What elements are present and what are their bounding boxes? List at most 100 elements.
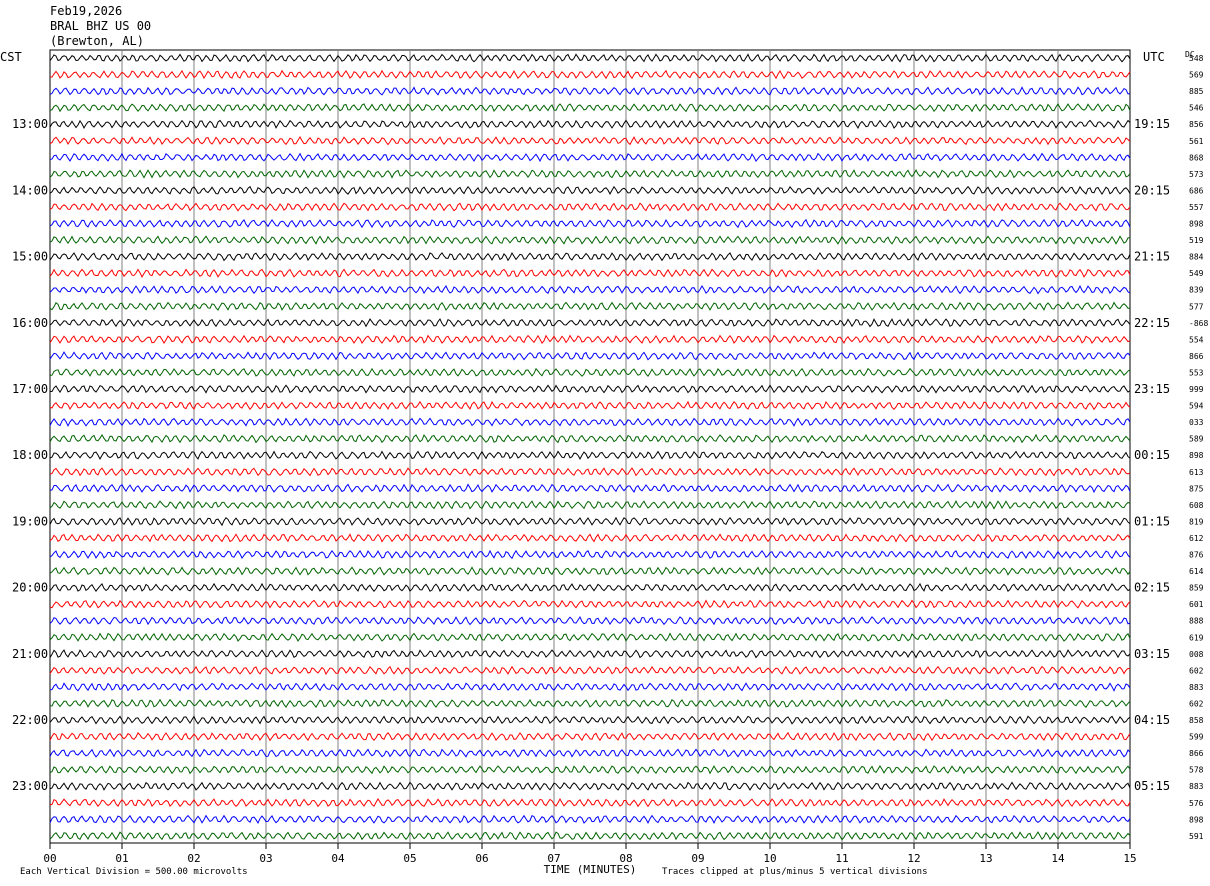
dc-offset-label: 885 bbox=[1189, 87, 1204, 96]
dc-offset-label: 613 bbox=[1189, 468, 1204, 477]
trace-row bbox=[49, 797, 1131, 808]
x-tick-label: 04 bbox=[331, 852, 345, 865]
right-time-label: 01:15 bbox=[1134, 514, 1170, 528]
dc-offset-label: 898 bbox=[1189, 451, 1204, 460]
dc-offset-label: 608 bbox=[1189, 501, 1204, 510]
trace-row bbox=[49, 268, 1131, 278]
left-time-label: 21:00 bbox=[12, 647, 48, 661]
trace-row bbox=[49, 152, 1131, 163]
trace-row bbox=[49, 318, 1131, 328]
x-tick-label: 02 bbox=[187, 852, 200, 865]
dc-offset-label: 686 bbox=[1189, 186, 1204, 195]
trace-row bbox=[49, 417, 1131, 427]
dc-offset-label: 549 bbox=[1189, 269, 1204, 278]
trace-row bbox=[49, 367, 1131, 378]
dc-offset-label: 883 bbox=[1189, 683, 1204, 692]
dc-offset-label: 856 bbox=[1189, 120, 1204, 129]
dc-offset-label: 554 bbox=[1189, 335, 1204, 344]
x-tick-label: 13 bbox=[979, 852, 992, 865]
trace-row bbox=[49, 781, 1131, 791]
x-tick-label: 08 bbox=[619, 852, 632, 865]
dc-offset-label: 573 bbox=[1189, 170, 1204, 179]
trace-row bbox=[49, 831, 1131, 841]
trace-row bbox=[49, 169, 1131, 179]
left-time-label: 16:00 bbox=[12, 316, 48, 330]
dc-offset-label: -868 bbox=[1189, 319, 1208, 328]
trace-row bbox=[49, 202, 1131, 212]
left-time-label: 15:00 bbox=[12, 250, 48, 264]
right-time-label: 20:15 bbox=[1134, 183, 1170, 197]
right-time-label: 04:15 bbox=[1134, 713, 1170, 727]
header-station: BRAL BHZ US 00 bbox=[50, 19, 152, 33]
dc-offset-label: 858 bbox=[1189, 716, 1204, 725]
x-tick-label: 05 bbox=[403, 852, 416, 865]
right-time-label: 02:15 bbox=[1134, 581, 1170, 595]
right-time-label: 00:15 bbox=[1134, 448, 1170, 462]
trace-row bbox=[49, 334, 1131, 345]
trace-row bbox=[49, 53, 1131, 63]
x-tick-label: 00 bbox=[43, 852, 56, 865]
left-time-label: 14:00 bbox=[12, 183, 48, 197]
trace-row bbox=[49, 665, 1131, 676]
dc-offset-label: 591 bbox=[1189, 832, 1204, 841]
trace-row bbox=[49, 467, 1131, 477]
left-time-label: 19:00 bbox=[12, 514, 48, 528]
dc-offset-label: 868 bbox=[1189, 153, 1204, 162]
x-tick-label: 09 bbox=[691, 852, 704, 865]
x-tick-label: 12 bbox=[907, 852, 920, 865]
trace-row bbox=[49, 218, 1131, 229]
dc-offset-label: 876 bbox=[1189, 551, 1204, 560]
trace-row bbox=[49, 533, 1131, 543]
trace-row bbox=[49, 582, 1131, 593]
plot-frame bbox=[49, 49, 1131, 844]
right-time-label: 05:15 bbox=[1134, 779, 1170, 793]
dc-offset-label: 599 bbox=[1189, 733, 1204, 742]
trace-row bbox=[49, 698, 1131, 709]
right-time-label: 23:15 bbox=[1134, 382, 1170, 396]
trace-row bbox=[49, 765, 1131, 775]
trace-row bbox=[49, 69, 1131, 80]
header-date: Feb19,2026 bbox=[50, 4, 123, 18]
x-axis-label: TIME (MINUTES) bbox=[544, 863, 637, 876]
trace-row bbox=[49, 566, 1131, 576]
x-tick-label: 10 bbox=[763, 852, 776, 865]
dc-offset-label: 999 bbox=[1189, 385, 1204, 394]
left-time-label: 17:00 bbox=[12, 382, 48, 396]
trace-row bbox=[49, 499, 1131, 510]
dc-offset-label: 561 bbox=[1189, 137, 1204, 146]
x-tick-label: 01 bbox=[115, 852, 128, 865]
trace-row bbox=[49, 185, 1131, 196]
right-timezone-label: UTC bbox=[1143, 50, 1165, 64]
trace-row bbox=[49, 549, 1131, 560]
trace-row bbox=[49, 119, 1131, 130]
dc-label: DC bbox=[1185, 50, 1195, 59]
dc-offset-label: 576 bbox=[1189, 799, 1204, 808]
trace-row bbox=[49, 351, 1131, 361]
dc-offset-label: 557 bbox=[1189, 203, 1204, 212]
dc-offset-label: 553 bbox=[1189, 368, 1204, 377]
dc-offset-label: 875 bbox=[1189, 484, 1204, 493]
left-time-label: 13:00 bbox=[12, 117, 48, 131]
trace-row bbox=[49, 301, 1131, 311]
dc-offset-label: 883 bbox=[1189, 782, 1204, 791]
trace-row bbox=[49, 731, 1131, 742]
trace-row bbox=[49, 748, 1131, 758]
x-tick-label: 06 bbox=[475, 852, 488, 865]
trace-row bbox=[49, 235, 1131, 245]
right-time-label: 22:15 bbox=[1134, 316, 1170, 330]
right-time-label: 21:15 bbox=[1134, 250, 1170, 264]
trace-row bbox=[49, 136, 1131, 146]
dc-offset-label: 602 bbox=[1189, 666, 1204, 675]
trace-row bbox=[49, 649, 1131, 659]
header-location: (Brewton, AL) bbox=[50, 34, 144, 48]
left-time-label: 20:00 bbox=[12, 581, 48, 595]
trace-row bbox=[49, 682, 1131, 692]
dc-offset-label: 614 bbox=[1189, 567, 1204, 576]
dc-offset-label: 866 bbox=[1189, 749, 1204, 758]
right-time-label: 19:15 bbox=[1134, 117, 1170, 131]
trace-row bbox=[49, 251, 1131, 262]
trace-row bbox=[49, 814, 1131, 825]
dc-offset-label: 594 bbox=[1189, 402, 1204, 411]
dc-offset-label: 569 bbox=[1189, 71, 1204, 80]
